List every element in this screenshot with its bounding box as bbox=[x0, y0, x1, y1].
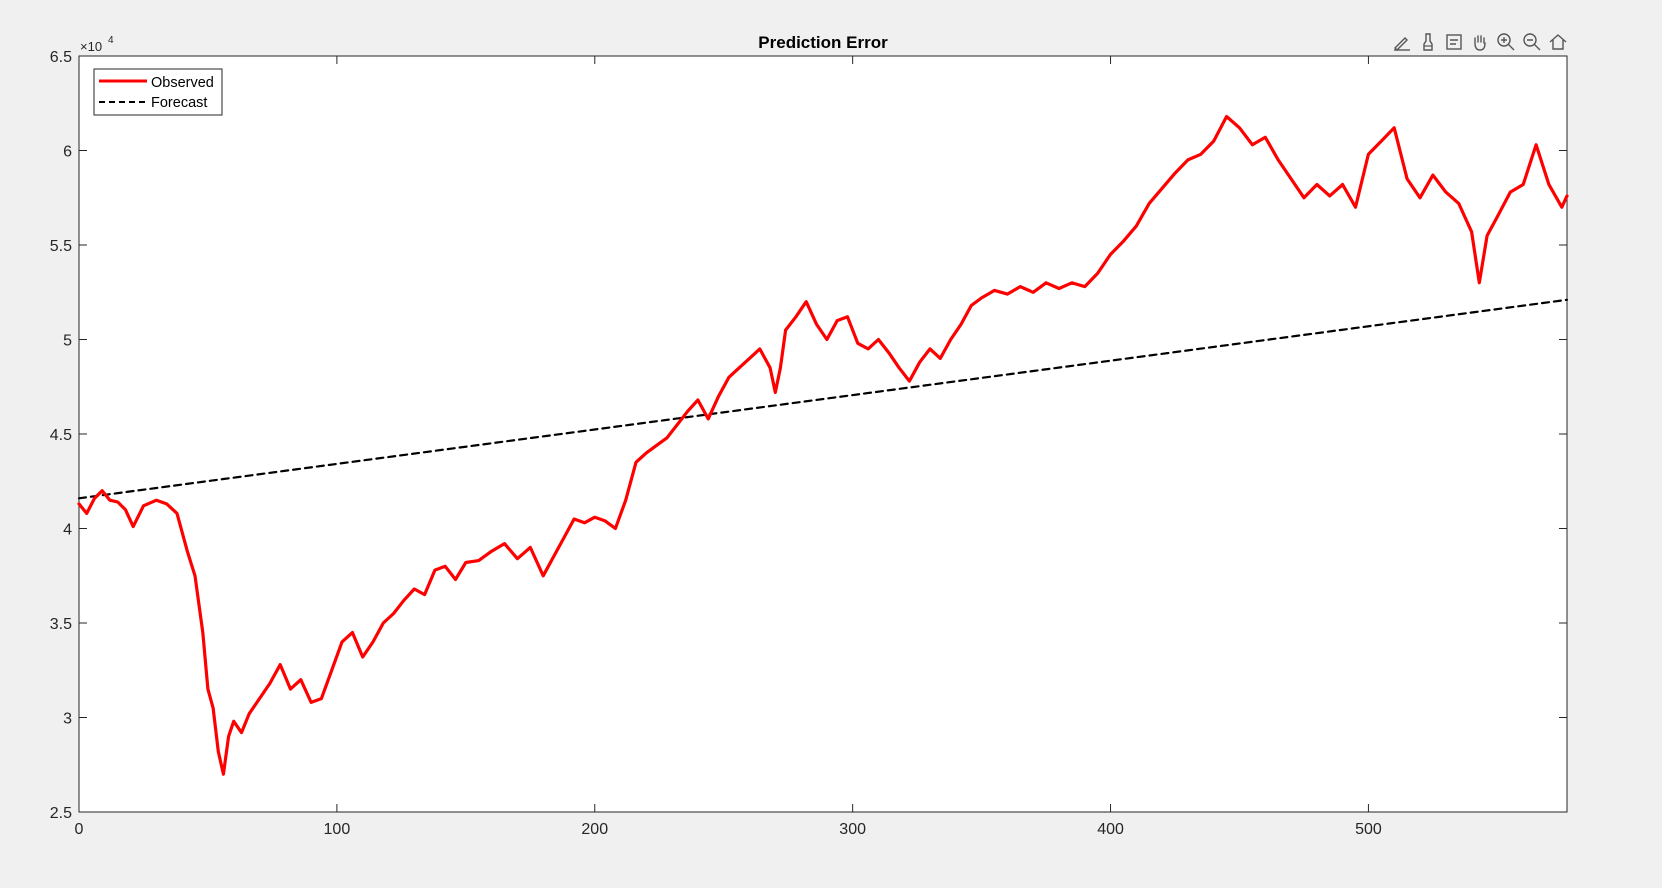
legend[interactable]: Observed Forecast bbox=[93, 68, 223, 116]
series-line-observed bbox=[77, 114, 1569, 776]
x-tick-label: 0 bbox=[75, 821, 84, 838]
legend-observed-label: Observed bbox=[151, 75, 214, 91]
zoom-in-icon[interactable] bbox=[1494, 30, 1518, 54]
y-tick-label: 5 bbox=[63, 333, 72, 350]
pan-hand-icon[interactable] bbox=[1468, 30, 1492, 54]
brush-icon[interactable] bbox=[1416, 30, 1440, 54]
y-exponent-label: ×10 bbox=[80, 39, 102, 54]
brush-edit-icon[interactable] bbox=[1390, 30, 1414, 54]
y-tick-label: 3 bbox=[63, 711, 72, 728]
x-tick-label: 100 bbox=[324, 821, 351, 838]
x-tick-label: 200 bbox=[581, 821, 608, 838]
y-tick-label: 4 bbox=[63, 522, 72, 539]
x-tick-label: 500 bbox=[1355, 821, 1382, 838]
axes-toolbar bbox=[1390, 30, 1570, 54]
axis-ticks: 0 100 200 300 400 500 2.5 3 3.5 4 4.5 5 5.5 6 6.5 bbox=[50, 49, 1567, 838]
y-tick-label: 3.5 bbox=[50, 616, 72, 633]
y-tick-label: 2.5 bbox=[50, 805, 72, 822]
y-exponent-power: 4 bbox=[108, 35, 114, 46]
datatip-icon[interactable] bbox=[1442, 30, 1466, 54]
y-tick-label: 6 bbox=[63, 144, 72, 161]
chart-title: Prediction Error bbox=[758, 33, 888, 52]
x-tick-label: 300 bbox=[839, 821, 866, 838]
y-tick-label: 5.5 bbox=[50, 238, 72, 255]
series-layer bbox=[77, 114, 1569, 776]
series-line-forecast bbox=[77, 298, 1569, 500]
home-icon[interactable] bbox=[1546, 30, 1570, 54]
plot-area bbox=[78, 55, 1568, 813]
y-tick-label: 4.5 bbox=[50, 427, 72, 444]
x-tick-label: 400 bbox=[1097, 821, 1124, 838]
legend-forecast-label: Forecast bbox=[151, 95, 207, 111]
zoom-out-icon[interactable] bbox=[1520, 30, 1544, 54]
y-tick-label: 6.5 bbox=[50, 49, 72, 66]
legend-box bbox=[93, 68, 223, 116]
